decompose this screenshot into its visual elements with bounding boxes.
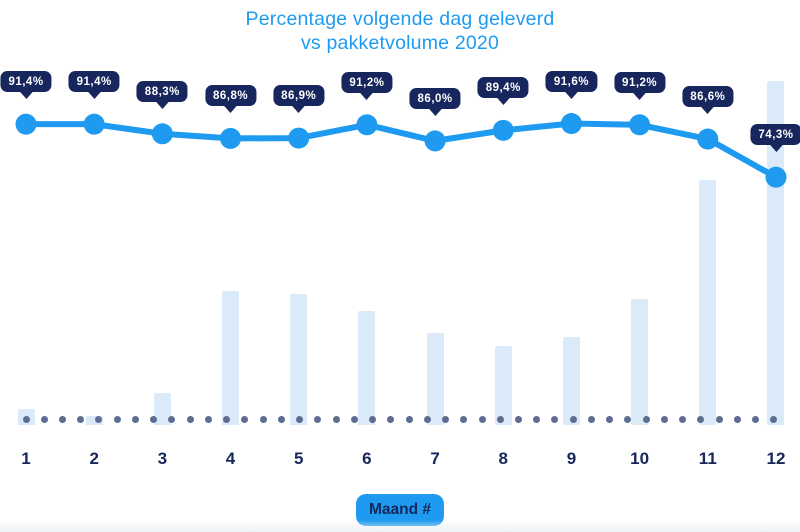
volume-bar — [290, 294, 308, 425]
volume-bar — [562, 336, 580, 425]
baseline-dot — [204, 416, 212, 423]
value-callout: 86,9% — [273, 85, 325, 107]
baseline-dot — [642, 416, 650, 423]
volume-bar — [631, 299, 649, 425]
volume-bar — [767, 81, 785, 425]
value-callout: 91,4% — [0, 71, 52, 93]
baseline-dot — [569, 416, 577, 423]
line-marker — [492, 119, 514, 141]
baseline-dot — [423, 416, 431, 423]
percentage-line — [23, 120, 779, 181]
baseline-dot — [277, 416, 285, 423]
baseline-dot — [223, 416, 231, 423]
month-label: 2 — [89, 449, 99, 468]
baseline-dot — [241, 416, 249, 423]
baseline-dot — [131, 416, 139, 423]
value-callout: 86,8% — [204, 85, 257, 107]
volume-bar — [699, 180, 717, 425]
baseline-dot — [186, 416, 194, 423]
value-callout: 86,0% — [409, 87, 461, 109]
value-callout: 91,6% — [545, 70, 597, 92]
volume-bar — [153, 393, 171, 425]
month-label: 4 — [225, 449, 236, 468]
line-marker — [220, 127, 242, 149]
line-marker — [356, 114, 378, 136]
baseline-dot — [514, 416, 522, 423]
baseline-dot — [587, 416, 595, 423]
baseline-dot — [22, 416, 30, 423]
baseline-dot — [259, 416, 267, 423]
baseline-dot — [733, 416, 741, 423]
baseline-dot — [460, 416, 468, 423]
month-label: 12 — [766, 449, 786, 468]
baseline-dot — [350, 416, 358, 423]
baseline-dot — [679, 416, 687, 423]
baseline-dot — [77, 416, 85, 423]
baseline-dot — [113, 416, 121, 423]
month-label: 7 — [430, 449, 440, 468]
volume-bar — [222, 290, 240, 425]
line-marker — [697, 128, 719, 150]
line-marker — [560, 113, 582, 135]
month-label: 11 — [698, 449, 717, 468]
baseline-dot — [624, 416, 632, 423]
x-axis-badge: Maand # — [355, 494, 445, 526]
line-marker — [288, 127, 310, 149]
month-label: 9 — [566, 449, 577, 468]
line-marker — [151, 123, 173, 145]
value-callout: 91,2% — [341, 71, 393, 93]
value-callout: 89,4% — [477, 77, 529, 99]
baseline-dot — [296, 416, 304, 423]
baseline-dot — [332, 416, 340, 423]
chart-title-line1: Percentage volgende dag geleverd — [245, 8, 555, 30]
baseline-dot — [752, 416, 760, 423]
line-marker — [765, 166, 787, 188]
value-callout: 86,6% — [682, 86, 734, 108]
baseline-dot — [369, 416, 377, 423]
baseline-dot — [551, 416, 559, 423]
baseline-dot — [496, 416, 504, 423]
baseline-dot — [40, 416, 48, 423]
month-label: 5 — [293, 449, 304, 468]
value-callout: 74,3% — [750, 124, 800, 146]
baseline-dot — [533, 416, 541, 423]
value-callout: 91,2% — [614, 71, 666, 93]
line-marker — [83, 113, 105, 135]
month-label: 8 — [498, 449, 508, 468]
baseline-dot — [405, 416, 413, 423]
baseline-dot — [770, 416, 778, 423]
month-label: 1 — [21, 449, 31, 468]
baseline-dot — [314, 416, 322, 423]
month-label: 3 — [157, 449, 168, 468]
chart-title-line2: vs pakketvolume 2020 — [300, 32, 500, 54]
baseline-dot — [660, 416, 668, 423]
line-marker — [15, 113, 37, 135]
volume-bar — [358, 311, 376, 425]
baseline-dot — [168, 416, 176, 423]
line-marker — [424, 130, 446, 152]
baseline-dot — [606, 416, 614, 423]
chart-title: Percentage volgende dag geleverd vs pakk… — [0, 7, 800, 55]
baseline-dot — [387, 416, 395, 423]
baseline-dot — [478, 416, 486, 423]
baseline-dot — [58, 416, 66, 423]
volume-bar — [426, 333, 444, 425]
value-callout: 91,4% — [68, 71, 120, 93]
baseline-dot — [715, 416, 723, 423]
volume-bar — [85, 416, 103, 425]
value-callout: 88,3% — [136, 80, 188, 102]
baseline-dot — [442, 416, 450, 423]
baseline-dot — [95, 416, 103, 423]
month-label: 10 — [630, 449, 650, 468]
baseline-dot — [697, 416, 705, 423]
volume-bar — [494, 345, 512, 425]
baseline-dot — [150, 416, 158, 423]
line-marker — [629, 114, 651, 136]
month-label: 6 — [362, 449, 372, 468]
